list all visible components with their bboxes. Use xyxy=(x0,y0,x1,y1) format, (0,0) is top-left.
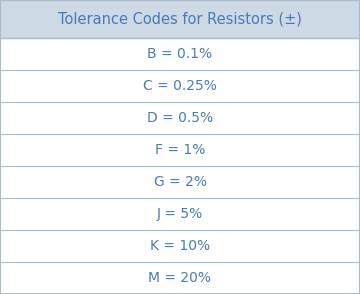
Bar xyxy=(0,166,360,198)
Text: Tolerance Codes for Resistors (±): Tolerance Codes for Resistors (±) xyxy=(58,11,302,26)
Text: K = 10%: K = 10% xyxy=(150,239,210,253)
Text: M = 20%: M = 20% xyxy=(149,271,212,285)
Text: J = 5%: J = 5% xyxy=(157,207,203,221)
Bar xyxy=(0,134,360,166)
Text: D = 0.5%: D = 0.5% xyxy=(147,111,213,125)
Bar xyxy=(0,262,360,294)
Bar xyxy=(0,70,360,102)
Text: C = 0.25%: C = 0.25% xyxy=(143,79,217,93)
Text: F = 1%: F = 1% xyxy=(155,143,205,157)
Bar xyxy=(0,102,360,134)
Bar xyxy=(0,198,360,230)
Bar xyxy=(0,0,360,38)
Bar xyxy=(0,230,360,262)
Text: G = 2%: G = 2% xyxy=(153,175,207,189)
Text: B = 0.1%: B = 0.1% xyxy=(148,47,212,61)
Bar xyxy=(0,38,360,70)
